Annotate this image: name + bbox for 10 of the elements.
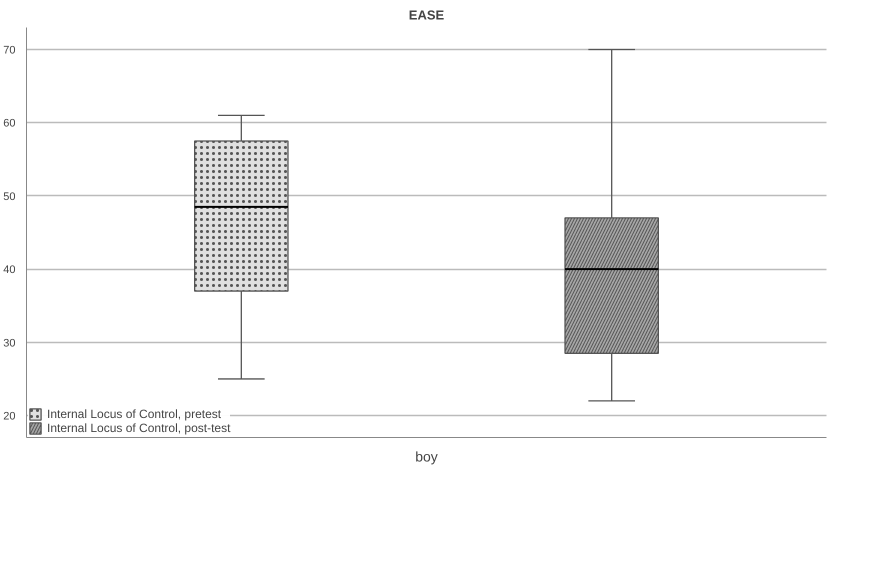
- y-tick-label: 40: [3, 264, 16, 276]
- y-tick-label: 60: [3, 118, 16, 130]
- y-tick-label: 20: [3, 410, 16, 423]
- y-tick-label: 70: [3, 44, 16, 56]
- legend-label: Internal Locus of Control, pretest: [47, 407, 222, 421]
- y-tick-label: 30: [3, 337, 16, 350]
- legend-label: Internal Locus of Control, post-test: [47, 421, 230, 435]
- y-tick-label: 50: [3, 190, 16, 203]
- chart-title: EASE: [408, 8, 445, 22]
- x-tick-label: boy: [415, 448, 438, 464]
